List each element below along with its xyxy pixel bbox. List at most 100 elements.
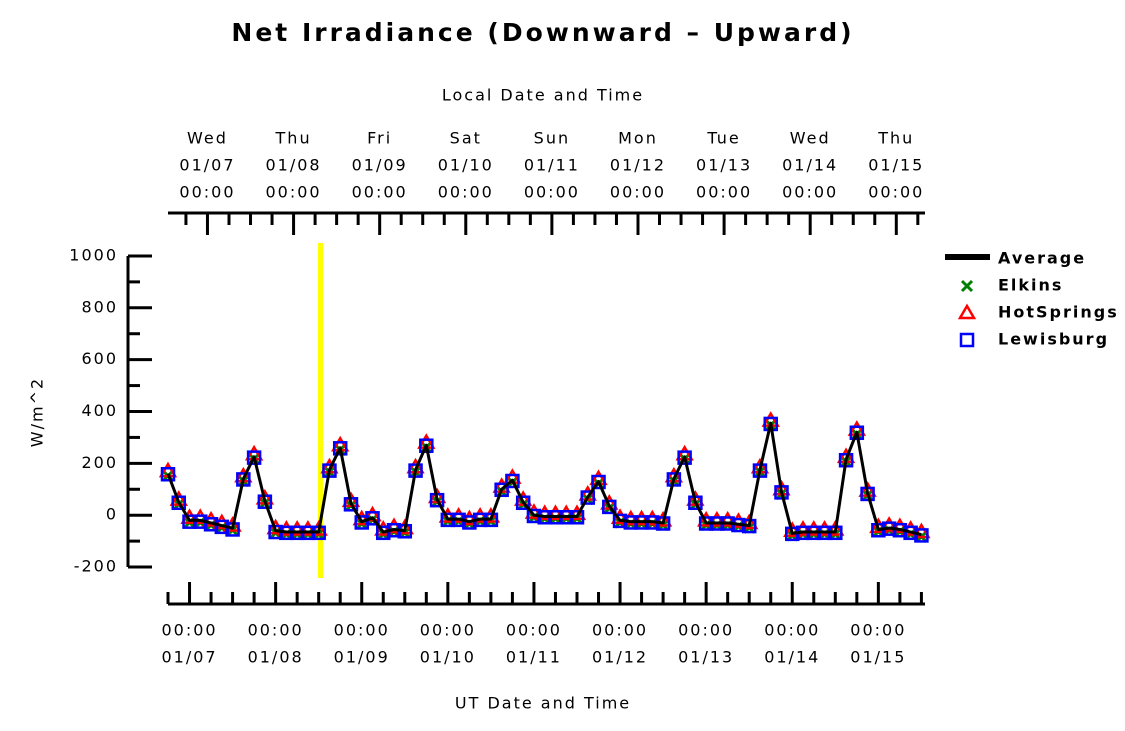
point-triangle: [643, 509, 662, 526]
point-square: [365, 511, 380, 526]
point-triangle: [470, 507, 490, 523]
point-square: [580, 490, 596, 505]
point-triangle: [718, 510, 737, 527]
x2-tick-label: 00:00: [524, 183, 580, 202]
x-tick-label: 00:00: [764, 621, 820, 640]
legend-label: HotSprings: [998, 303, 1119, 322]
point-triangle: [793, 519, 813, 536]
point-square: [505, 473, 520, 489]
point-square: [914, 528, 929, 543]
x-tick-label: 00:00: [420, 621, 476, 640]
y-tick-label: 400: [81, 401, 118, 420]
point-square: [959, 332, 975, 348]
point-triangle: [869, 517, 888, 534]
x2-tick-label: Wed: [187, 129, 228, 148]
x-tick-label: 01/07: [161, 648, 217, 667]
point-square: [171, 495, 187, 510]
point-triangle: [449, 507, 468, 523]
point-triangle: [277, 519, 296, 536]
point-triangle: [535, 504, 554, 521]
chart-title: Net Irradiance (Downward – Upward): [231, 18, 854, 47]
x-axis-label: UT Date and Time: [455, 694, 631, 713]
point-triangle: [395, 518, 414, 535]
point-triangle: [481, 507, 501, 523]
x2-axis-label: Local Date and Time: [442, 86, 644, 105]
x-tick-label: 01/08: [248, 648, 304, 667]
point-square: [591, 474, 606, 490]
x2-tick-label: Mon: [618, 129, 658, 148]
y-tick-label: 1000: [69, 245, 118, 264]
x2-tick-label: Thu: [275, 129, 312, 148]
x2-tick-label: 00:00: [696, 183, 752, 202]
x2-tick-label: 01/09: [352, 156, 408, 175]
point-triangle: [460, 509, 479, 526]
x2-tick-label: 00:00: [610, 183, 666, 202]
point-triangle: [514, 490, 533, 506]
x-tick-label: 01/15: [850, 648, 906, 667]
y-tick-label: -200: [74, 557, 118, 576]
x2-tick-label: 01/13: [696, 156, 752, 175]
x2-tick-label: Sat: [450, 129, 482, 148]
legend-label: Lewisburg: [998, 330, 1109, 349]
point-triangle: [912, 522, 931, 539]
point-triangle: [890, 517, 910, 534]
x-tick-label: 00:00: [161, 621, 217, 640]
series-line: [166, 421, 922, 537]
x-tick-label: 01/14: [764, 648, 820, 667]
legend-label: Average: [998, 249, 1086, 268]
x2-tick-label: 01/11: [524, 156, 580, 175]
x2-tick-label: 00:00: [352, 183, 408, 202]
point-triangle: [826, 519, 845, 536]
y-tick-label: 600: [81, 349, 118, 368]
point-triangle: [804, 519, 823, 536]
x-tick-label: 01/12: [592, 648, 648, 667]
point-triangle: [957, 303, 977, 320]
x2-tick-label: 00:00: [266, 183, 322, 202]
point-triangle: [546, 504, 565, 521]
point-triangle: [632, 509, 651, 526]
y-tick-label: 200: [81, 453, 118, 472]
legend-label: Elkins: [998, 276, 1063, 295]
x2-tick-label: 01/07: [179, 156, 235, 175]
x2-tick-label: Fri: [367, 129, 392, 148]
point-triangle: [653, 510, 673, 527]
point-square: [160, 466, 176, 482]
x-tick-label: 01/13: [678, 648, 734, 667]
x2-tick-label: 01/15: [868, 156, 924, 175]
point-triangle: [783, 521, 802, 537]
x2-tick-label: Tue: [706, 129, 740, 148]
point-triangle: [901, 519, 920, 536]
y-axis-label: W/m^2: [28, 377, 47, 447]
x-tick-label: 01/09: [334, 648, 390, 667]
point-triangle: [815, 519, 834, 536]
y-tick-label: 0: [106, 505, 118, 524]
x2-tick-label: 00:00: [438, 183, 494, 202]
x-tick-label: 00:00: [334, 621, 390, 640]
point-square: [602, 499, 617, 515]
x-tick-label: 00:00: [850, 621, 906, 640]
point-triangle: [309, 519, 328, 536]
point-x: [960, 279, 974, 293]
point-square: [494, 482, 509, 498]
point-triangle: [729, 512, 748, 528]
point-square: [666, 472, 682, 487]
point-square: [677, 450, 692, 465]
x2-tick-label: Wed: [790, 129, 831, 148]
x2-tick-label: Sun: [534, 129, 570, 148]
x-tick-label: 01/10: [420, 648, 476, 667]
x2-tick-label: 01/12: [610, 156, 666, 175]
point-triangle: [621, 509, 640, 526]
y-tick-label: 800: [81, 297, 118, 316]
point-square: [515, 495, 531, 510]
point-triangle: [707, 510, 727, 527]
point-triangle: [740, 513, 759, 530]
x2-tick-label: 01/08: [266, 156, 322, 175]
x2-tick-label: 00:00: [179, 183, 235, 202]
x-tick-label: 00:00: [592, 621, 648, 640]
x-tick-label: 00:00: [248, 621, 304, 640]
x2-tick-label: 00:00: [868, 183, 924, 202]
x-tick-label: 00:00: [678, 621, 734, 640]
x2-tick-label: 01/14: [782, 156, 838, 175]
point-triangle: [298, 519, 318, 536]
